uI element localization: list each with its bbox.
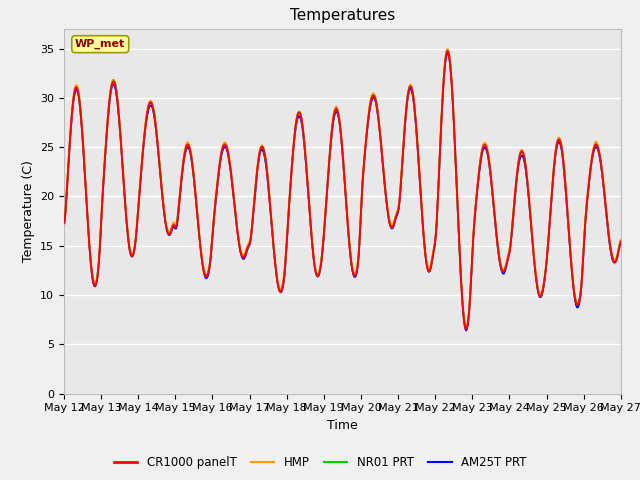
Title: Temperatures: Temperatures: [290, 9, 395, 24]
Legend: CR1000 panelT, HMP, NR01 PRT, AM25T PRT: CR1000 panelT, HMP, NR01 PRT, AM25T PRT: [109, 452, 531, 474]
Y-axis label: Temperature (C): Temperature (C): [22, 160, 35, 262]
X-axis label: Time: Time: [327, 419, 358, 432]
Text: WP_met: WP_met: [75, 39, 125, 49]
